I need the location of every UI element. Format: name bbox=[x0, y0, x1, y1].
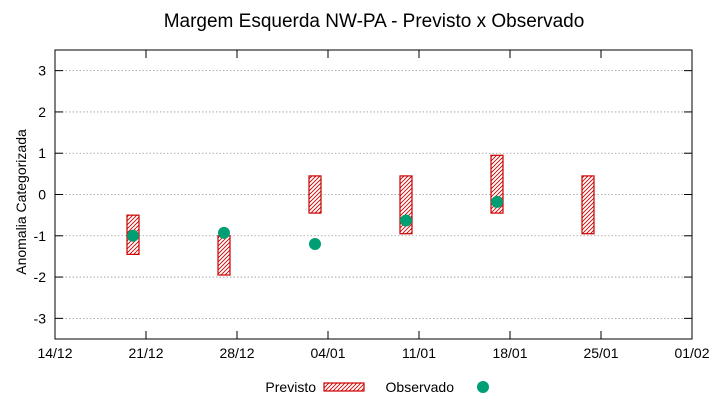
x-tick-label: 21/12 bbox=[128, 345, 163, 361]
observed-point bbox=[491, 195, 503, 208]
x-tick-label: 01/02 bbox=[674, 345, 709, 361]
axis-ticks: 3 2 1 0 -1 -2 -3 14/12 21/12 28/12 04/01 11/01 18/01… bbox=[34, 50, 710, 361]
y-axis-label: Anomalia Categorizada bbox=[13, 129, 29, 275]
y-tick-label: 1 bbox=[38, 145, 46, 161]
x-tick-label: 28/12 bbox=[219, 345, 254, 361]
x-tick-label: 04/01 bbox=[310, 345, 345, 361]
forecast-bar bbox=[217, 235, 231, 276]
legend-label-observado: Observado bbox=[386, 379, 455, 395]
observed-point bbox=[400, 214, 412, 227]
y-tick-label: -3 bbox=[34, 310, 47, 326]
forecast-bar bbox=[308, 175, 322, 214]
grid-lines bbox=[55, 70, 692, 319]
legend-swatch-previsto bbox=[323, 382, 365, 392]
legend: Previsto Observado bbox=[265, 379, 489, 395]
forecast-bar bbox=[581, 175, 595, 235]
observed-points bbox=[127, 195, 503, 251]
legend-marker-observado bbox=[477, 381, 489, 393]
legend-label-previsto: Previsto bbox=[265, 379, 316, 395]
x-tick-label: 18/01 bbox=[492, 345, 527, 361]
observed-point bbox=[218, 226, 230, 239]
y-tick-label: -1 bbox=[34, 228, 47, 244]
observed-point bbox=[309, 238, 321, 251]
y-tick-label: 2 bbox=[38, 104, 46, 120]
y-tick-label: 3 bbox=[38, 63, 46, 79]
y-tick-label: -2 bbox=[34, 269, 47, 285]
x-tick-label: 25/01 bbox=[583, 345, 618, 361]
plot-frame bbox=[54, 49, 693, 340]
y-tick-label: 0 bbox=[38, 187, 46, 203]
observed-point bbox=[127, 229, 139, 242]
x-tick-label: 14/12 bbox=[37, 345, 72, 361]
forecast-bars bbox=[126, 154, 595, 276]
x-tick-label: 11/01 bbox=[402, 345, 436, 361]
chart-title: Margem Esquerda NW-PA - Previsto x Obser… bbox=[164, 11, 585, 32]
